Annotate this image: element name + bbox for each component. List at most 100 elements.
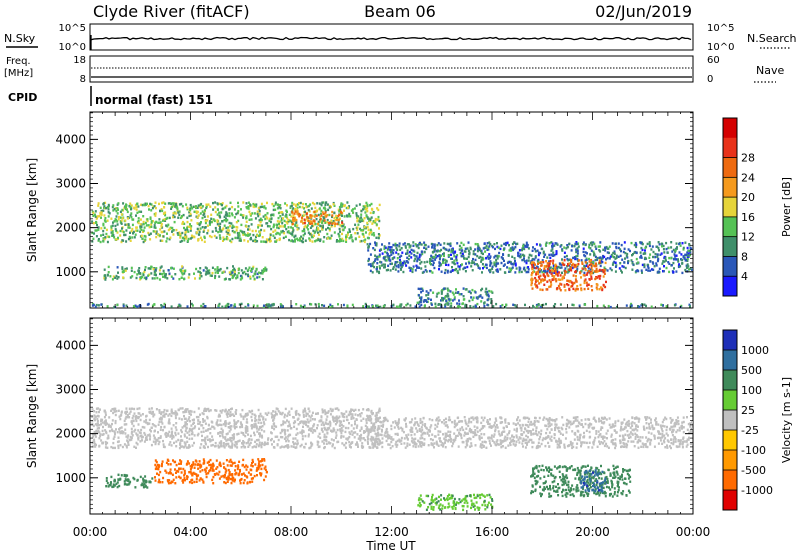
range-cell <box>630 259 633 262</box>
range-cell <box>296 418 299 421</box>
range-cell <box>474 258 477 262</box>
range-cell <box>190 302 193 306</box>
range-cell <box>657 246 660 250</box>
range-cell <box>284 202 287 205</box>
range-cell <box>100 423 103 426</box>
range-cell <box>268 219 271 222</box>
range-cell <box>376 266 378 269</box>
range-cell <box>233 414 236 417</box>
range-cell <box>305 212 308 215</box>
range-cell <box>358 413 361 416</box>
range-cell <box>472 296 475 299</box>
range-cell <box>227 412 230 415</box>
range-cell <box>132 424 135 428</box>
range-cell <box>273 427 276 431</box>
range-cell <box>630 304 633 307</box>
range-cell <box>374 219 377 223</box>
range-cell <box>391 250 394 254</box>
range-cell <box>242 432 244 435</box>
range-cell <box>148 226 151 229</box>
range-cell <box>258 213 261 216</box>
range-cell <box>96 224 98 227</box>
range-cell <box>260 428 263 432</box>
range-cell <box>544 243 547 246</box>
range-cell <box>159 428 162 431</box>
range-cell <box>509 270 512 273</box>
range-cell <box>242 440 245 443</box>
range-cell <box>640 241 642 244</box>
range-cell <box>225 422 228 425</box>
range-cell <box>227 468 230 472</box>
range-cell <box>194 463 197 466</box>
range-cell <box>444 261 447 265</box>
range-cell <box>537 262 539 265</box>
range-cell <box>121 208 124 212</box>
range-cell <box>584 251 587 254</box>
range-cell <box>503 263 506 266</box>
range-cell <box>443 287 446 290</box>
range-cell <box>445 260 448 263</box>
range-cell <box>105 477 108 480</box>
range-cell <box>564 267 567 270</box>
range-cell <box>188 433 191 437</box>
range-cell <box>668 256 671 260</box>
range-cell <box>510 249 513 252</box>
range-cell <box>286 438 289 441</box>
range-cell <box>538 282 541 285</box>
range-cell <box>287 440 290 443</box>
range-cell <box>541 259 544 262</box>
range-cell <box>161 305 164 308</box>
range-cell <box>580 287 583 290</box>
range-cell <box>439 243 442 246</box>
range-cell <box>620 243 623 247</box>
range-cell <box>535 243 538 246</box>
range-cell <box>127 237 130 241</box>
range-cell <box>125 415 128 419</box>
range-cell <box>207 407 210 411</box>
range-cell <box>159 435 162 438</box>
range-cell <box>486 242 489 245</box>
range-cell <box>327 226 329 230</box>
range-cell <box>469 291 472 295</box>
range-cell <box>230 222 233 225</box>
range-cell <box>662 260 665 263</box>
range-cell <box>546 270 549 273</box>
range-cell <box>163 206 166 209</box>
range-cell <box>439 303 442 306</box>
range-cell <box>575 242 578 246</box>
range-cell <box>532 306 535 309</box>
range-cell <box>186 229 189 232</box>
range-cell <box>93 438 96 441</box>
range-cell <box>112 204 115 207</box>
range-cell <box>379 260 382 264</box>
range-cell <box>149 438 151 441</box>
range-cell <box>103 237 106 241</box>
range-cell <box>92 424 95 428</box>
range-cell <box>200 275 203 278</box>
range-cell <box>618 267 621 270</box>
range-cell <box>106 305 109 308</box>
range-cell <box>179 445 182 448</box>
range-cell <box>670 241 673 244</box>
range-cell <box>444 303 447 306</box>
range-cell <box>291 227 294 230</box>
range-cell <box>230 413 233 417</box>
range-cell <box>181 222 184 225</box>
range-cell <box>604 261 607 265</box>
range-cell <box>649 269 652 272</box>
range-cell <box>132 414 135 418</box>
range-cell <box>171 202 174 205</box>
range-cell <box>250 218 253 221</box>
range-cell <box>464 247 467 250</box>
range-cell <box>120 431 123 434</box>
range-cell <box>500 256 503 259</box>
range-cell <box>239 238 242 242</box>
range-cell <box>224 206 227 209</box>
range-cell <box>549 271 551 274</box>
range-cell <box>216 223 219 226</box>
range-cell <box>604 249 607 252</box>
range-cell <box>188 273 191 276</box>
range-cell <box>157 233 160 236</box>
range-cell <box>440 292 443 295</box>
range-cell <box>229 445 232 448</box>
